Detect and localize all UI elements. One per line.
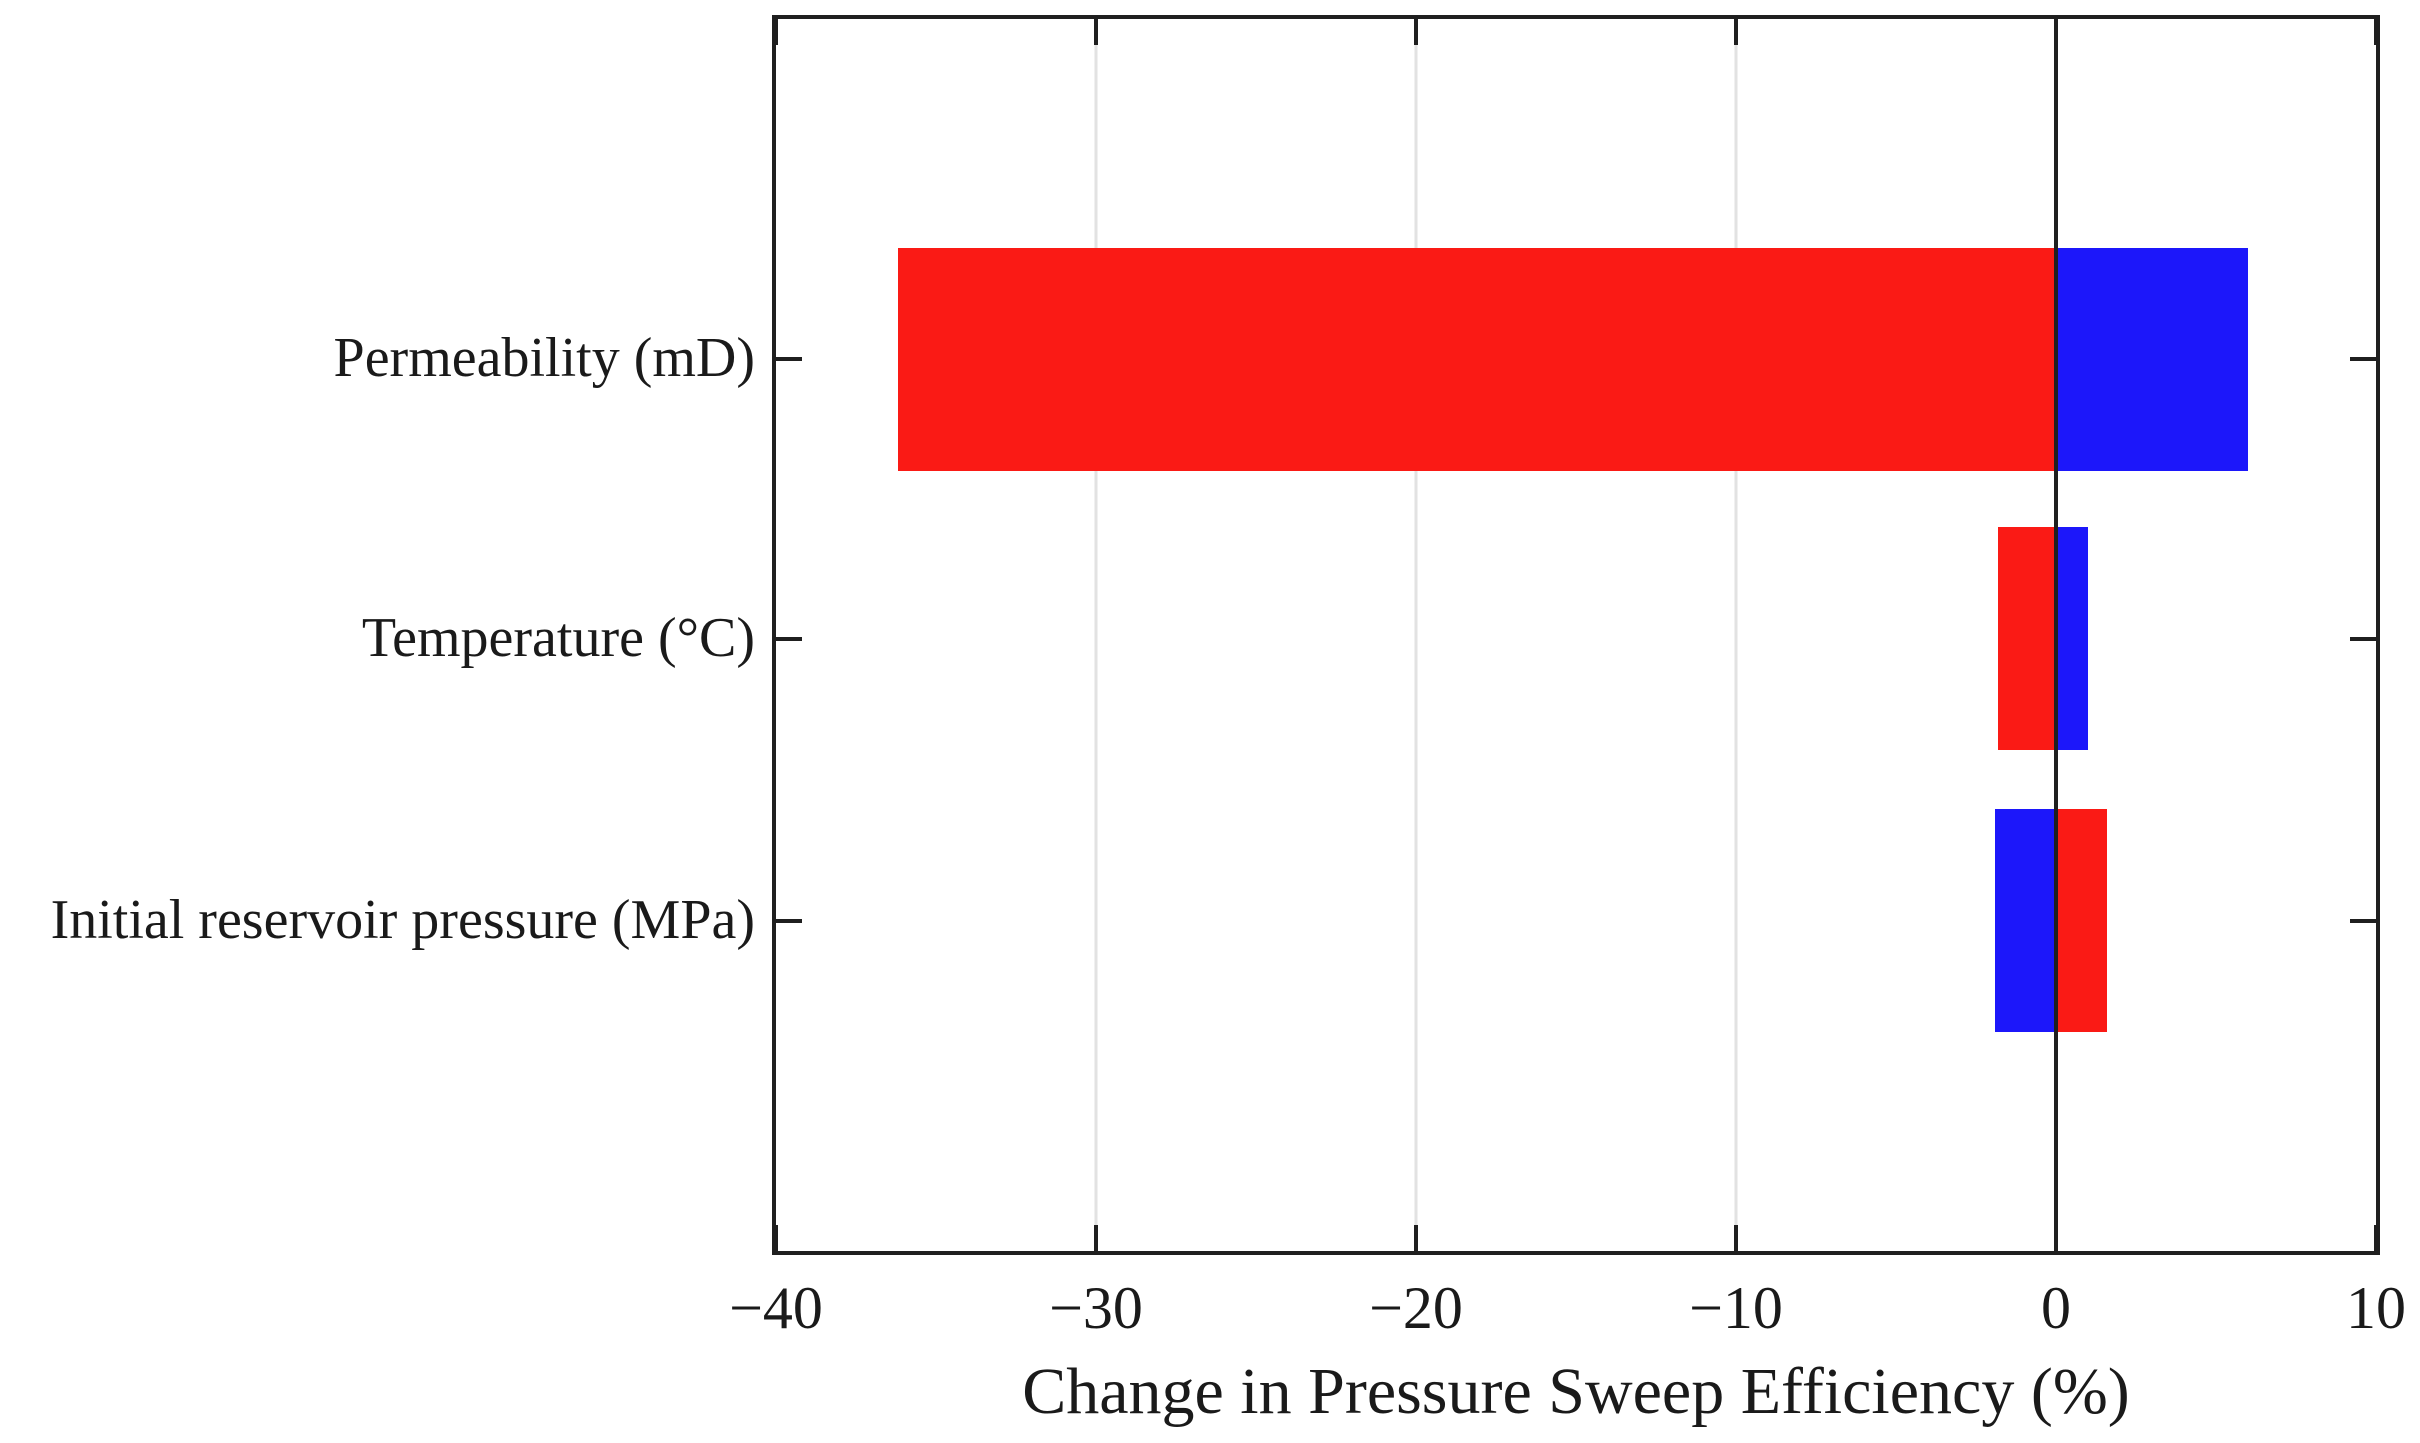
x-tick-mark — [1414, 1225, 1418, 1251]
x-tick-mark — [1094, 19, 1098, 45]
y-tick-mark — [776, 357, 802, 362]
bar-segment — [2056, 527, 2088, 751]
bar-segment — [2056, 247, 2248, 471]
x-tick-mark — [774, 19, 778, 45]
x-tick-label: −20 — [1369, 1275, 1463, 1341]
x-axis-title: Change in Pressure Sweep Efficiency (%) — [1022, 1355, 2130, 1428]
y-tick-mark — [2350, 357, 2376, 362]
x-tick-label: −10 — [1689, 1275, 1783, 1341]
gridline — [1414, 19, 1418, 1251]
x-tick-mark — [774, 1225, 778, 1251]
x-tick-label: 0 — [2041, 1275, 2071, 1341]
y-tick-mark — [776, 918, 802, 923]
x-tick-mark — [1094, 1225, 1098, 1251]
x-tick-mark — [1414, 19, 1418, 45]
gridline — [1094, 19, 1098, 1251]
x-tick-label: −30 — [1049, 1275, 1143, 1341]
x-tick-mark — [1734, 1225, 1738, 1251]
bar-segment — [1995, 809, 2056, 1033]
y-axis-label: Initial reservoir pressure (MPa) — [50, 889, 755, 952]
x-tick-label: 10 — [2346, 1275, 2406, 1341]
x-tick-mark — [2374, 19, 2378, 45]
x-tick-mark — [2054, 1225, 2058, 1251]
y-tick-mark — [2350, 636, 2376, 641]
bar-segment — [897, 247, 2056, 471]
zero-line — [2054, 19, 2058, 1251]
x-tick-label: −40 — [729, 1275, 823, 1341]
y-axis-label: Temperature (°C) — [361, 606, 755, 669]
y-axis-label: Permeability (mD) — [333, 327, 755, 390]
plot-area — [772, 15, 2380, 1255]
y-tick-mark — [776, 636, 802, 641]
x-tick-mark — [2374, 1225, 2378, 1251]
y-tick-mark — [2350, 918, 2376, 923]
x-tick-mark — [2054, 19, 2058, 45]
bar-segment — [1998, 527, 2056, 751]
x-tick-mark — [1734, 19, 1738, 45]
bar-segment — [2056, 809, 2108, 1033]
gridline — [1734, 19, 1738, 1251]
